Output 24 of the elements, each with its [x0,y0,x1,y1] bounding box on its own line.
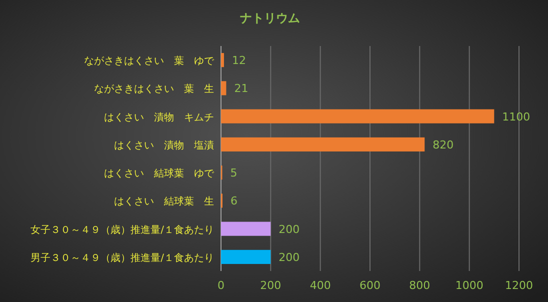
y-tick-label: 女子３０～４９（歳）推進量/１食あたり [30,224,214,236]
y-tick-label: はくさい 結球葉 ゆで [104,168,215,180]
data-label: 6 [230,194,238,208]
x-tick-label: 0 [218,279,224,292]
data-label: 21 [234,82,248,96]
x-tick-label: 800 [409,279,430,292]
y-tick-label: ながさきはくさい 葉 生 [94,83,214,96]
x-tick-label: 600 [360,279,380,292]
y-tick-label: はくさい 漬物 塩漬 [114,139,214,152]
data-label: 1100 [502,110,530,124]
y-tick-label: 男子３０～４９（歳）推進量/１食あたり [30,252,214,264]
data-label: 200 [278,222,300,236]
data-label: 200 [278,250,300,264]
y-tick-label: はくさい 漬物 キムチ [104,111,214,124]
data-label: 12 [232,54,246,68]
data-label: 5 [230,166,238,180]
data-label: 820 [432,138,454,152]
x-tick-label: 1000 [455,279,484,292]
chart-title: ナトリウム [240,11,300,25]
y-tick-label: はくさい 結球葉 生 [114,196,214,208]
x-tick-label: 1200 [505,279,533,292]
y-tick-label: ながさきはくさい 葉 ゆで [84,55,215,68]
x-tick-label: 200 [260,279,282,292]
x-tick-label: 400 [310,279,331,292]
